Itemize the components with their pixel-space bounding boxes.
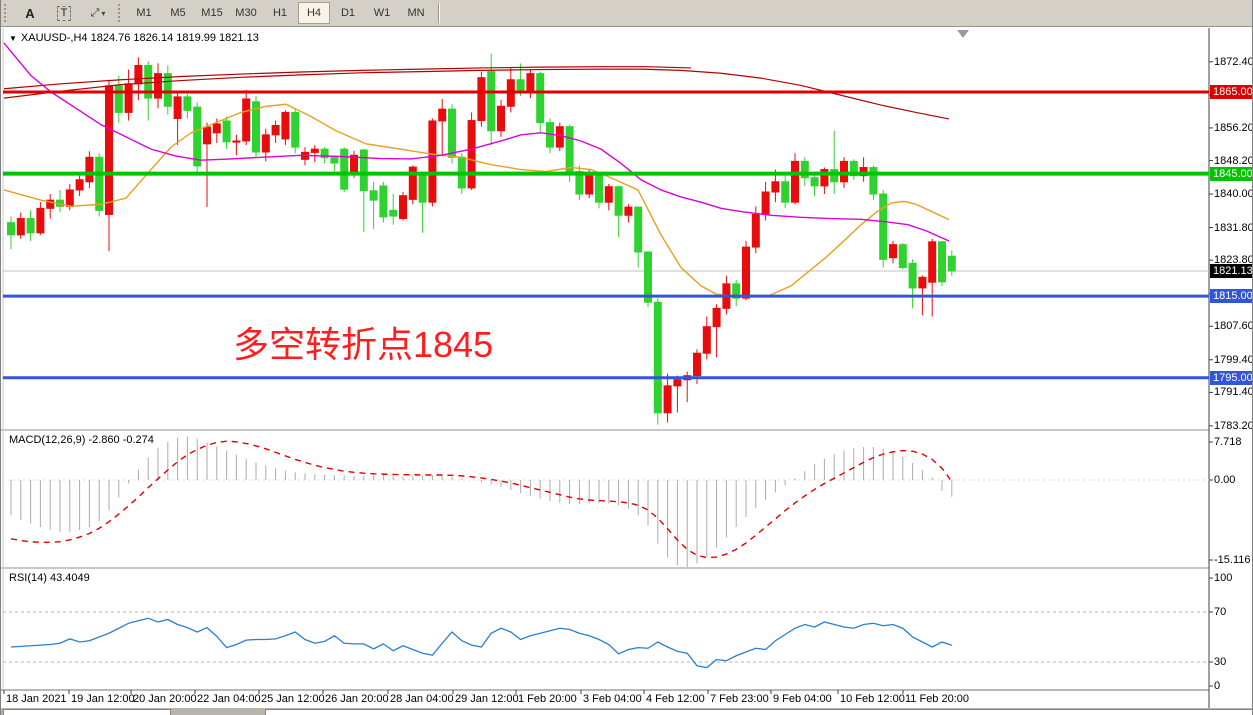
- horizontal-level-lines: [3, 90, 1209, 380]
- bottom-scroll-strip: [1, 708, 1252, 715]
- chevron-down-icon: ▾: [101, 8, 106, 18]
- date-tick-label: 7 Feb 23:00: [710, 693, 769, 705]
- timeframe-button-MN[interactable]: MN: [407, 7, 425, 19]
- date-tick-label: 26 Jan 20:00: [325, 693, 389, 705]
- date-tick-label: 19 Jan 12:00: [71, 693, 135, 705]
- diagonal-arrows-icon: ⤢: [90, 6, 100, 19]
- chart-canvas[interactable]: [3, 28, 1209, 690]
- macd-indicator-label: MACD(12,26,9) -2.860 -0.274: [9, 434, 154, 446]
- text-tool-icon: T: [56, 5, 72, 21]
- chart-annotation-text[interactable]: 多空转折点1845: [233, 324, 494, 365]
- price-tick-label: 1807.60: [1214, 320, 1253, 333]
- bottom-strip-segment: [3, 709, 171, 715]
- price-tick-label: 1872.40: [1214, 55, 1253, 68]
- rsi-tick-label: 70: [1214, 606, 1227, 618]
- timeframe-button-W1[interactable]: W1: [373, 7, 391, 19]
- macd-tick-label: 0.00: [1214, 474, 1236, 486]
- chart-title-text: XAUUSD-,H4 1824.76 1826.14 1819.99 1821.…: [20, 32, 259, 44]
- toolbar: A T ⤢ ▾ M1 M5 M15 M30 H1 H4 D1 W1 MN: [1, 0, 1252, 27]
- timeframe-button-H4[interactable]: H4: [298, 2, 330, 24]
- timeframe-button-D1[interactable]: D1: [340, 7, 356, 19]
- timeframe-button-M1[interactable]: M1: [136, 7, 152, 19]
- date-tick-label: 28 Jan 04:00: [390, 693, 454, 705]
- drawing-tools-button[interactable]: ⤢ ▾: [82, 2, 114, 24]
- timeframe-button-H1[interactable]: H1: [272, 7, 288, 19]
- rsi-pane: [3, 611, 1209, 669]
- chart-dropdown-icon[interactable]: ▼: [9, 34, 17, 43]
- date-tick-label: 29 Jan 12:00: [455, 693, 519, 705]
- price-tick-label: 1799.40: [1214, 353, 1253, 366]
- timeframe-button-M5[interactable]: M5: [170, 7, 186, 19]
- macd-tick-label: -15.116: [1214, 554, 1251, 566]
- date-tick-label: 20 Jan 20:00: [133, 693, 197, 705]
- toolbar-separator: [438, 3, 439, 23]
- price-badge-1815.00: 1815.00: [1210, 289, 1252, 304]
- price-tick-label: 1840.00: [1214, 188, 1253, 201]
- price-tick-label: 1831.80: [1214, 221, 1253, 234]
- date-tick-label: 11 Feb 20:00: [905, 693, 970, 705]
- timeframe-button-M30[interactable]: M30: [235, 7, 257, 19]
- price-badge-1845.00: 1845.00: [1210, 166, 1252, 181]
- price-badge-1795.00: 1795.00: [1210, 370, 1252, 385]
- bottom-strip-segment: [265, 709, 1252, 715]
- date-tick-label: 3 Feb 04:00: [583, 693, 642, 705]
- chart-shift-marker-icon: [957, 30, 969, 38]
- text-tool-button[interactable]: T: [48, 2, 80, 24]
- macd-tick-label: 7.718: [1214, 436, 1242, 448]
- date-tick-label: 25 Jan 12:00: [261, 693, 325, 705]
- pane-borders: [1, 28, 1210, 708]
- price-tick-label: 1791.40: [1214, 386, 1253, 399]
- candlesticks: [7, 53, 956, 425]
- price-tick-label: 1856.20: [1214, 121, 1253, 134]
- rsi-tick-label: 0: [1214, 680, 1221, 692]
- date-tick-label: 4 Feb 12:00: [646, 693, 705, 705]
- date-tick-label: 9 Feb 04:00: [773, 693, 832, 705]
- price-tick-label: 1823.80: [1214, 254, 1253, 267]
- text-label-tool-button[interactable]: A: [14, 2, 46, 24]
- macd-pane: [3, 436, 1209, 568]
- price-tick-label: 1783.20: [1214, 419, 1253, 432]
- timeframe-button-M15[interactable]: M15: [201, 7, 223, 19]
- date-tick-label: 10 Feb 12:00: [840, 693, 905, 705]
- text-label-icon: A: [25, 5, 35, 21]
- toolbar-grip-2[interactable]: [118, 4, 123, 22]
- date-tick-label: 1 Feb 20:00: [518, 693, 577, 705]
- rsi-tick-label: 100: [1214, 572, 1233, 584]
- date-tick-label: 22 Jan 04:00: [197, 693, 261, 705]
- moving-average-lines: [3, 42, 950, 298]
- price-badge-1821.13: 1821.13: [1210, 264, 1252, 279]
- timeframe-button-group: M1 M5 M15 M30 H1 H4 D1 W1 MN: [127, 2, 433, 24]
- chart-title: ▼ XAUUSD-,H4 1824.76 1826.14 1819.99 1821…: [9, 32, 259, 44]
- toolbar-grip[interactable]: [4, 4, 9, 22]
- price-badge-1865.00: 1865.00: [1210, 85, 1252, 99]
- price-tick-label: 1848.20: [1214, 154, 1253, 167]
- rsi-indicator-label: RSI(14) 43.4049: [9, 572, 90, 584]
- date-tick-label: 18 Jan 2021: [6, 693, 67, 705]
- rsi-tick-label: 30: [1214, 656, 1227, 668]
